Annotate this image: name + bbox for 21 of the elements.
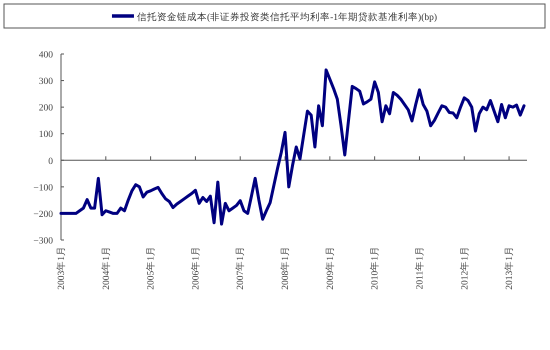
y-tick-label: 300 [38, 77, 54, 88]
y-tick-label: −100 [33, 183, 54, 194]
line-series [60, 68, 526, 226]
y-tick-label: 200 [38, 104, 54, 114]
x-tick-label: 2003年1月 [55, 246, 67, 290]
x-tick-label: 2013年1月 [503, 246, 516, 290]
y-tick-label: −200 [33, 210, 54, 220]
x-tick-label: 2008年1月 [279, 246, 292, 290]
y-tick-label: −300 [33, 236, 54, 246]
x-tick-label: 2005年1月 [144, 246, 157, 290]
y-tick-label: 400 [38, 50, 54, 60]
legend-label: 信托资金链成本(非证券投资类信托平均利率-1年期贷款基准利率)(bp) [136, 11, 438, 23]
x-tick-label: 2011年1月 [413, 246, 426, 290]
x-tick-label: 2006年1月 [189, 246, 202, 290]
x-tick-label: 2010年1月 [368, 246, 381, 290]
x-tick-label: 2007年1月 [234, 246, 246, 290]
x-tick-label: 2004年1月 [100, 246, 112, 290]
x-tick-label: 2009年1月 [324, 246, 336, 290]
y-tick-label: 0 [48, 156, 54, 167]
y-tick-label: 100 [38, 130, 54, 140]
x-tick-label: 2012年1月 [458, 246, 470, 290]
